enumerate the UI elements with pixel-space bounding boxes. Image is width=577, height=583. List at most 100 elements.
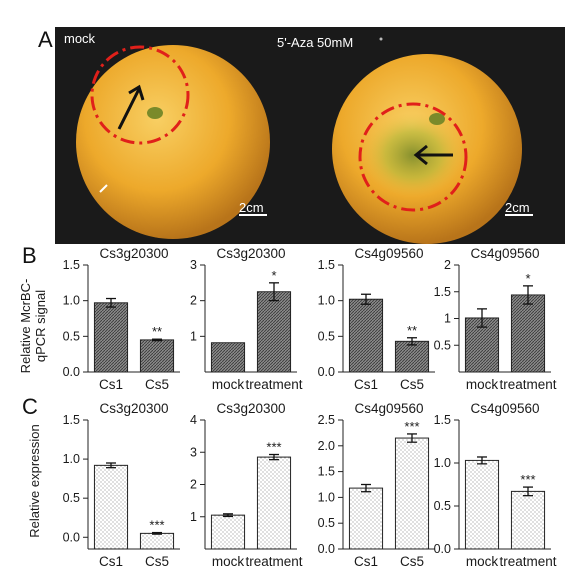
chart-c4-bar-treatment [510,490,546,550]
chart-b4-category-label: mock [466,377,499,392]
chart-c3-tick-label: 1.5 [318,465,335,479]
mock-arrow-head [128,84,145,101]
chart-c1-bar-cs1 [93,464,129,550]
chart-c3-bar-cs1 [348,487,384,550]
chart-c3-significance: *** [404,419,419,434]
chart-b2-title: Cs3g20300 [216,246,285,261]
mock-fruit [76,45,270,239]
chart-b4-tick-label: 1.5 [434,285,451,299]
chart-b1-title: Cs3g20300 [99,246,168,261]
chart-c4-tick-label: 1.0 [434,456,451,470]
chart-b2-bar-treatment [256,291,292,373]
chart-c1-category-label: Cs5 [145,554,169,569]
y-label-b-line1: Relative McrBC- [18,279,33,374]
chart-c1-tick-label: 0.5 [63,491,80,505]
chart-c2-tick-label: 2 [190,478,197,492]
chart-b4-tick-label: 2 [444,258,451,272]
treatment-stem [429,113,445,125]
chart-b4-significance: * [525,271,530,286]
chart-b3-category-label: Cs1 [354,377,378,392]
chart-b3-category-label: Cs5 [400,377,424,392]
chart-c3-tick-label: 2.0 [318,439,335,453]
treatment-green-spot [363,113,463,197]
chart-b4-bar-treatment [510,294,546,373]
chart-c4-category-label: treatment [499,554,556,569]
chart-c4-bar-mock [464,459,500,550]
mock-stem [147,107,163,119]
photo-speck [379,37,383,41]
treatment-arrow-head [413,144,428,166]
chart-c2-title: Cs3g20300 [216,401,285,416]
mock-circle [90,45,190,145]
chart-b4-category-label: treatment [499,377,556,392]
treatment-label: 5'-Aza 50mM [277,35,353,50]
chart-c1-title: Cs3g20300 [99,401,168,416]
chart-layer: Cs3g203000.00.51.01.5Cs1**Cs5Cs3g2030012… [63,246,557,569]
chart-b4-title: Cs4g09560 [470,246,539,261]
chart-c4-significance: *** [520,472,535,487]
chart-b3-significance: ** [407,323,417,338]
chart-b2-bar-mock [210,342,246,373]
chart-c2-tick-label: 4 [190,413,197,427]
chart-c3-tick-label: 2.5 [318,413,335,427]
chart-b4-tick-label: 0.5 [434,338,451,352]
chart-b2-category-label: mock [212,377,245,392]
chart-c2-category-label: mock [212,554,245,569]
chart-c3-tick-label: 0.0 [318,542,335,556]
chart-c1-category-label: Cs1 [99,554,123,569]
scale-bar-right-label: 2cm [505,200,530,215]
chart-c2-category-label: treatment [245,554,302,569]
chart-c4-tick-label: 0.5 [434,499,451,513]
chart-c3-category-label: Cs5 [400,554,424,569]
chart-b3-bar-cs5 [394,340,430,373]
chart-b3-tick-label: 1.0 [318,294,335,308]
chart-c4-tick-label: 0.0 [434,542,451,556]
chart-b3-title: Cs4g09560 [354,246,423,261]
chart-b1-tick-label: 1.0 [63,294,80,308]
mock-arrow [117,88,141,130]
mock-mark [99,184,108,193]
fruit-photo: mock 5'-Aza 50mM 2cm 2cm [55,27,565,244]
chart-c1-bar-cs5 [139,532,175,550]
chart-c2-significance: *** [266,440,281,455]
chart-c3-bar-cs5 [394,437,430,550]
panel-label-a: A [38,27,53,52]
chart-c3-category-label: Cs1 [354,554,378,569]
chart-b2-tick-label: 2 [190,294,197,308]
chart-b3-tick-label: 0.0 [318,365,335,379]
chart-b3-bar-cs1 [348,298,384,373]
chart-b1-category-label: Cs5 [145,377,169,392]
chart-b1-significance: ** [152,324,162,339]
panel-label-c: C [22,394,38,419]
chart-b2-significance: * [271,268,276,283]
chart-c2-bar-mock [210,514,246,550]
chart-b1-category-label: Cs1 [99,377,123,392]
chart-c1-tick-label: 1.5 [63,413,80,427]
chart-c3-tick-label: 0.5 [318,516,335,530]
chart-c1-significance: *** [149,518,164,533]
chart-c2-tick-label: 3 [190,445,197,459]
chart-c4-title: Cs4g09560 [470,401,539,416]
chart-c1-tick-label: 1.0 [63,452,80,466]
y-label-c: Relative expression [27,424,42,537]
chart-b2-tick-label: 1 [190,329,197,343]
chart-b3-tick-label: 1.5 [318,258,335,272]
panel-label-b: B [22,243,37,268]
y-label-b-line2: qPCR signal [33,290,48,362]
scale-bar-left-label: 2cm [239,200,264,215]
chart-b1-tick-label: 0.5 [63,329,80,343]
chart-c2-tick-label: 1 [190,510,197,524]
mock-label: mock [64,31,96,46]
chart-c4-tick-label: 1.5 [434,413,451,427]
chart-c4-category-label: mock [466,554,499,569]
chart-c3-title: Cs4g09560 [354,401,423,416]
chart-c1-tick-label: 0.0 [63,530,80,544]
chart-b1-bar-cs5 [139,339,175,373]
chart-c3-tick-label: 1.0 [318,490,335,504]
chart-b1-tick-label: 1.5 [63,258,80,272]
chart-b3-tick-label: 0.5 [318,329,335,343]
chart-b4-tick-label: 1 [444,312,451,326]
chart-c2-bar-treatment [256,456,292,550]
bar-charts: Relative McrBC- qPCR signal Relative exp… [18,246,557,569]
chart-b1-tick-label: 0.0 [63,365,80,379]
